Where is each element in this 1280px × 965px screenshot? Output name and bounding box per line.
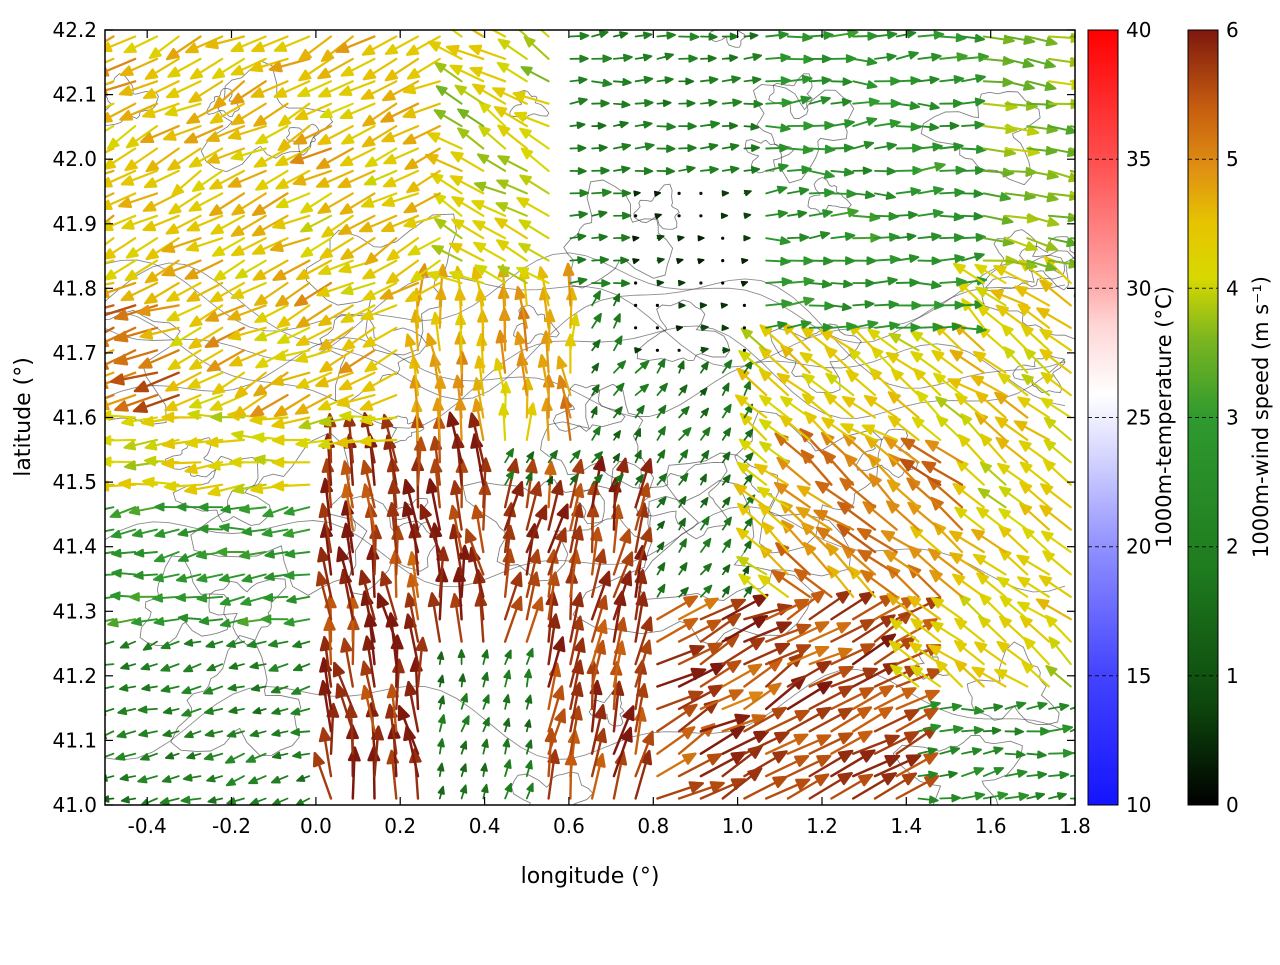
temperature-colorbar-label: 1000m-temperature (°C) (1152, 286, 1176, 548)
y-tick-label: 41.1 (52, 728, 97, 752)
x-tick-label: -0.2 (212, 814, 251, 838)
y-tick-label: 41.8 (52, 276, 97, 300)
x-tick-label: 0.8 (637, 814, 669, 838)
x-tick-label: 0.4 (469, 814, 501, 838)
x-tick-label: 1.0 (722, 814, 754, 838)
temperature-colorbar-ticks: 10 15 20 25 30 35 40 (1088, 18, 1151, 817)
colorbar-tick-label: 6 (1226, 18, 1239, 42)
y-axis-ticks: 41.0 41.1 41.2 41.3 41.4 41.5 41.6 41.7 41.8 41.9… (52, 18, 1075, 817)
y-tick-label: 41.3 (52, 599, 97, 623)
x-tick-label: 1.2 (806, 814, 838, 838)
colorbar-tick-label: 10 (1126, 793, 1151, 817)
colorbar-tick-label: 25 (1126, 406, 1151, 430)
y-tick-label: 42.0 (52, 147, 97, 171)
x-axis-ticks: -0.4 -0.2 0.0 0.2 0.4 0.6 0.8 1.0 1.2 1.4 1.6 1.8 (128, 30, 1091, 838)
x-tick-label: -0.4 (128, 814, 167, 838)
x-axis-label: longitude (°) (521, 864, 660, 889)
colorbar-tick-label: 2 (1226, 535, 1239, 559)
x-tick-label: 1.4 (890, 814, 922, 838)
colorbar-tick-label: 1 (1226, 664, 1239, 688)
y-tick-label: 41.6 (52, 406, 97, 430)
y-tick-label: 42.2 (52, 18, 97, 42)
y-tick-label: 41.0 (52, 793, 97, 817)
colorbar-tick-label: 4 (1226, 276, 1239, 300)
x-tick-label: 1.6 (975, 814, 1007, 838)
y-tick-label: 41.7 (52, 341, 97, 365)
x-tick-label: 0.0 (300, 814, 332, 838)
colorbar-tick-label: 0 (1226, 793, 1239, 817)
plot-border (104, 29, 1076, 806)
x-tick-label: 0.2 (384, 814, 416, 838)
windspeed-colorbar-ticks: 0 1 2 3 4 5 6 (1188, 18, 1239, 817)
x-tick-label: 0.6 (553, 814, 585, 838)
x-tick-label: 1.8 (1059, 814, 1091, 838)
colorbar-tick-label: 5 (1226, 147, 1239, 171)
y-tick-label: 41.5 (52, 470, 97, 494)
wind-vector-arrows (105, 30, 1075, 805)
y-tick-label: 42.1 (52, 83, 97, 107)
colorbar-tick-label: 15 (1126, 664, 1151, 688)
colorbar-tick-label: 20 (1126, 535, 1151, 559)
colorbar-tick-label: 35 (1126, 147, 1151, 171)
y-tick-label: 41.2 (52, 664, 97, 688)
colorbar-tick-label: 40 (1126, 18, 1151, 42)
y-tick-label: 41.4 (52, 535, 97, 559)
y-axis-label: latitude (°) (11, 357, 36, 477)
windspeed-colorbar-label: 1000m-wind speed (m s⁻¹) (1249, 276, 1273, 558)
colorbar-tick-label: 3 (1226, 406, 1239, 430)
colorbar-tick-label: 30 (1126, 276, 1151, 300)
y-tick-label: 41.9 (52, 212, 97, 236)
